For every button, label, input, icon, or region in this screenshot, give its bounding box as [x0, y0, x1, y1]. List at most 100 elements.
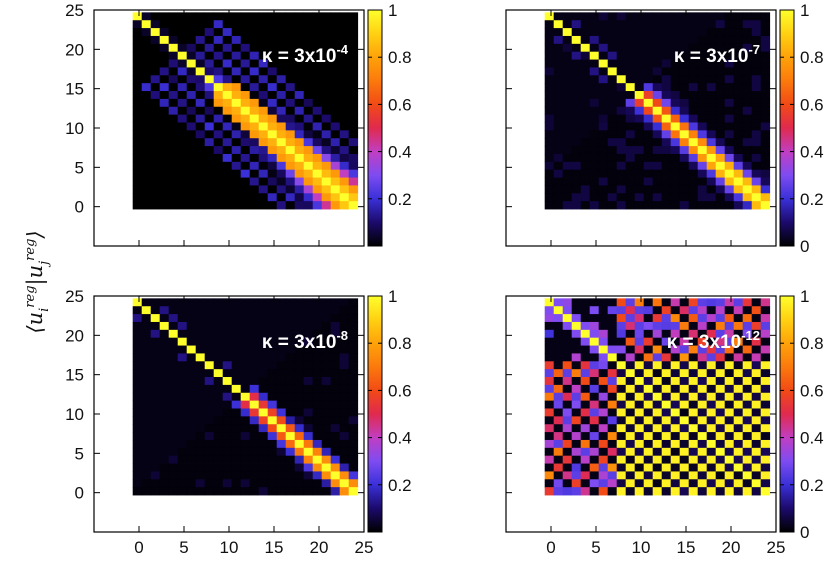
heatmap-cell: [222, 487, 233, 496]
heatmap-cell: [186, 447, 197, 457]
heatmap-cell: [177, 169, 188, 178]
heatmap-cell: [240, 75, 251, 84]
heatmap-cell: [733, 337, 744, 346]
heatmap-cell: [562, 353, 573, 362]
heatmap-cell: [177, 337, 188, 346]
heatmap-cell: [751, 20, 762, 29]
heatmap-cell: [751, 169, 762, 178]
heatmap-cell: [688, 12, 699, 21]
heatmap-cell: [150, 384, 161, 394]
heatmap-cell: [348, 455, 359, 464]
heatmap-cell: [724, 106, 735, 116]
heatmap-cell: [742, 408, 753, 417]
heatmap-cell: [715, 337, 726, 346]
heatmap-cell: [204, 98, 215, 108]
heatmap-cell: [312, 298, 323, 307]
heatmap-cell: [580, 353, 591, 362]
heatmap-cell: [544, 321, 555, 331]
heatmap-cell: [553, 321, 564, 331]
heatmap-cell: [679, 122, 690, 131]
heatmap-cell: [544, 169, 555, 178]
heatmap-cell: [634, 463, 645, 472]
heatmap-cell: [625, 361, 636, 370]
heatmap-cell: [312, 130, 323, 139]
heatmap-cell: [760, 201, 771, 210]
heatmap-cell: [742, 369, 753, 378]
heatmap-cell: [661, 98, 672, 108]
heatmap-cell: [249, 321, 260, 331]
heatmap-cell: [195, 369, 206, 378]
heatmap-cell: [670, 345, 681, 354]
heatmap-cell: [688, 314, 699, 323]
heatmap-cell: [688, 106, 699, 116]
heatmap-cell: [276, 177, 287, 186]
heatmap-cell: [616, 416, 627, 425]
heatmap-cell: [330, 161, 341, 171]
heatmap-cell: [330, 98, 341, 108]
heatmap-cell: [589, 177, 600, 186]
heatmap-cell: [213, 306, 224, 315]
heatmap-cell: [760, 424, 771, 433]
heatmap-cell: [544, 12, 555, 21]
heatmap-cell: [294, 408, 305, 417]
heatmap-cell: [643, 455, 654, 464]
heatmap-cell: [652, 138, 663, 147]
heatmap-cell: [276, 20, 287, 29]
heatmap-cell: [562, 463, 573, 472]
heatmap-cell: [598, 416, 609, 425]
heatmap-cell: [321, 20, 332, 29]
heatmap-cell: [679, 12, 690, 21]
heatmap-cell: [643, 439, 654, 449]
heatmap-cell: [276, 455, 287, 464]
heatmap-cell: [760, 432, 771, 441]
heatmap-cell: [141, 329, 152, 339]
heatmap-cell: [760, 98, 771, 108]
heatmap-cell: [625, 185, 636, 194]
heatmap-cell: [186, 471, 197, 480]
heatmap-cell: [132, 463, 143, 472]
heatmap-cell: [724, 424, 735, 433]
heatmap-cell: [589, 201, 600, 210]
heatmap-cell: [312, 98, 323, 108]
heatmap-cell: [661, 463, 672, 472]
heatmap-cell: [168, 169, 179, 178]
heatmap-cell: [562, 447, 573, 457]
heatmap-cell: [670, 138, 681, 147]
heatmap-cell: [348, 177, 359, 186]
heatmap-cell: [303, 408, 314, 417]
heatmap-cell: [141, 138, 152, 147]
heatmap-cell: [258, 185, 269, 194]
heatmap-cell: [580, 59, 591, 68]
heatmap-cell: [339, 321, 350, 331]
colorbar: 10.80.60.40.2: [367, 287, 412, 533]
heatmap-cell: [634, 400, 645, 409]
heatmap-cell: [339, 51, 350, 60]
heatmap-cell: [348, 59, 359, 68]
heatmap-cell: [330, 471, 341, 480]
heatmap-cell: [571, 12, 582, 21]
heatmap-cell: [688, 416, 699, 425]
heatmap-cell: [562, 424, 573, 433]
heatmap-cell: [607, 106, 618, 116]
heatmap-cell: [697, 321, 708, 331]
heatmap-cell: [249, 345, 260, 354]
heatmap-cell: [688, 471, 699, 480]
heatmap-cell: [697, 67, 708, 76]
heatmap-cell: [742, 106, 753, 116]
heatmap-cell: [634, 432, 645, 441]
heatmap-cell: [544, 392, 555, 402]
heatmap-cell: [294, 153, 305, 163]
colorbar-tick-label: 0.2: [388, 190, 412, 209]
heatmap-cell: [213, 314, 224, 323]
heatmap-cell: [733, 377, 744, 386]
heatmap-cell: [697, 20, 708, 29]
heatmap-cell: [195, 471, 206, 480]
heatmap-cell: [285, 28, 296, 37]
heatmap-cell: [303, 432, 314, 441]
heatmap-cell: [688, 169, 699, 178]
heatmap-cell: [312, 314, 323, 323]
heatmap-cell: [598, 83, 609, 92]
heatmap-cell: [679, 59, 690, 68]
heatmap-cell: [204, 51, 215, 60]
heatmap-cell: [150, 439, 161, 449]
